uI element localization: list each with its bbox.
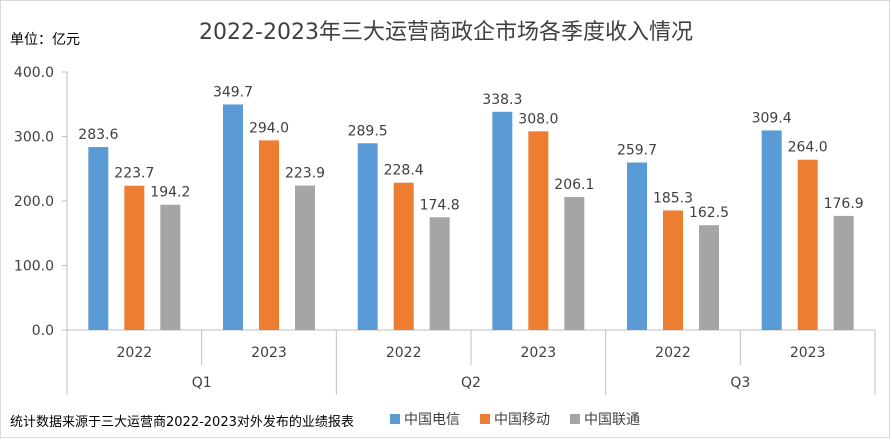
- data-label: 289.5: [348, 123, 388, 139]
- legend-item-mobile: 中国移动: [480, 409, 550, 429]
- bar: [393, 182, 414, 330]
- data-label: 185.3: [653, 190, 693, 206]
- data-label: 174.8: [420, 197, 460, 213]
- legend-item-unicom: 中国联通: [570, 409, 640, 429]
- x-tick-label-year: 2022: [386, 345, 422, 361]
- legend-label-mobile: 中国移动: [494, 412, 550, 428]
- data-label: 309.4: [752, 110, 792, 126]
- chart-title: 2022-2023年三大运营商政企市场各季度收入情况: [199, 20, 693, 45]
- x-tick-label-year: 2023: [251, 345, 287, 361]
- x-tick-label-quarter: Q2: [461, 375, 481, 391]
- data-label: 308.0: [518, 111, 558, 127]
- data-label: 338.3: [482, 92, 522, 108]
- legend-label-telecom: 中国电信: [404, 412, 460, 428]
- legend-label-unicom: 中国联通: [584, 412, 640, 428]
- source-note: 统计数据来源于三大运营商2022-2023对外发布的业绩报表: [10, 415, 354, 430]
- bar: [797, 159, 818, 330]
- y-tick-label: 0.0: [32, 323, 54, 339]
- legend-item-telecom: 中国电信: [390, 409, 460, 429]
- data-label: 176.9: [824, 196, 864, 212]
- bar: [528, 131, 549, 330]
- data-label: 162.5: [689, 205, 729, 221]
- data-label: 283.6: [78, 127, 118, 143]
- y-tick-label: 300.0: [14, 130, 54, 146]
- data-label: 259.7: [617, 142, 657, 158]
- bar: [259, 140, 279, 330]
- data-label: 294.0: [249, 120, 289, 136]
- unit-label: 单位：亿元: [10, 32, 80, 48]
- data-label: 206.1: [554, 177, 594, 193]
- legend-swatch-mobile: [480, 414, 490, 424]
- data-label: 194.2: [150, 185, 190, 201]
- x-tick-label-quarter: Q3: [730, 375, 750, 391]
- bar: [833, 215, 854, 330]
- bar: [88, 147, 109, 330]
- bar: [295, 185, 315, 330]
- bar: [160, 204, 181, 330]
- data-label: 264.0: [788, 140, 828, 156]
- bar: [663, 210, 683, 330]
- legend: 中国电信 中国移动 中国联通: [390, 409, 640, 429]
- data-label: 223.7: [114, 166, 154, 182]
- x-tick-label-year: 2022: [117, 345, 153, 361]
- legend-swatch-unicom: [570, 414, 580, 424]
- data-label: 349.7: [213, 84, 253, 100]
- data-label: 223.9: [285, 166, 325, 182]
- x-tick-label-year: 2022: [655, 345, 691, 361]
- x-tick-label-year: 2023: [521, 345, 557, 361]
- bar: [223, 104, 243, 330]
- x-tick-label-quarter: Q1: [192, 375, 212, 391]
- bar: [627, 162, 647, 330]
- legend-swatch-telecom: [390, 414, 400, 424]
- y-tick-label: 400.0: [14, 65, 54, 81]
- bar: [357, 143, 378, 330]
- y-tick-label: 200.0: [14, 194, 54, 210]
- bar: [564, 197, 585, 330]
- bar: [429, 217, 450, 330]
- x-tick-label-year: 2023: [790, 345, 826, 361]
- bar: [492, 111, 513, 330]
- bar: [699, 225, 719, 330]
- y-tick-label: 100.0: [14, 259, 54, 275]
- bar: [761, 130, 782, 330]
- data-label: 228.4: [384, 163, 424, 179]
- bar: [124, 185, 145, 330]
